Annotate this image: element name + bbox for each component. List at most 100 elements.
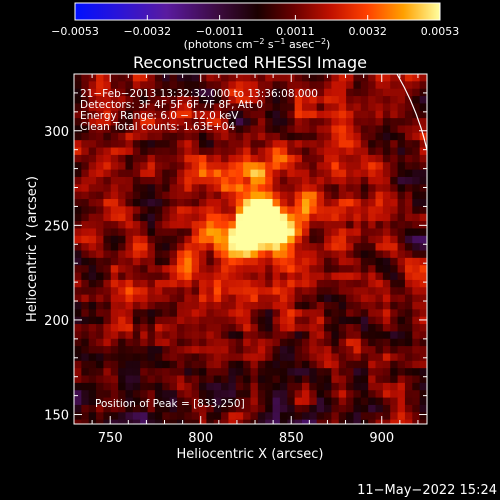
heatmap-cell	[316, 125, 325, 134]
heatmap-cell	[74, 125, 82, 134]
heatmap-cell	[125, 309, 134, 318]
heatmap-cell	[162, 176, 171, 185]
heatmap-cell	[279, 257, 288, 266]
heatmap-cell	[103, 154, 112, 163]
heatmap-cell	[419, 125, 427, 134]
heatmap-cell	[88, 368, 97, 377]
heatmap-cell	[169, 272, 178, 281]
heatmap-cell	[390, 368, 399, 377]
heatmap-cell	[279, 213, 288, 222]
heatmap-cell	[103, 228, 112, 237]
heatmap-cell	[412, 360, 421, 369]
heatmap-cell	[353, 228, 362, 237]
heatmap-cell	[324, 110, 332, 119]
heatmap-cell	[412, 338, 421, 347]
heatmap-cell	[176, 316, 185, 325]
heatmap-cell	[404, 294, 413, 303]
heatmap-cell	[103, 404, 112, 413]
heatmap-cell	[147, 176, 156, 185]
heatmap-cell	[132, 103, 141, 112]
heatmap-cell	[213, 294, 222, 303]
heatmap-cell	[213, 390, 222, 399]
heatmap-cell	[250, 74, 259, 82]
heatmap-cell	[353, 147, 362, 156]
heatmap-cell	[103, 221, 112, 230]
heatmap-cell	[382, 221, 391, 230]
heatmap-cell	[154, 125, 163, 134]
heatmap-cell	[316, 338, 325, 347]
heatmap-cell	[125, 184, 134, 193]
heatmap-cell	[279, 228, 288, 237]
heatmap-cell	[412, 331, 421, 340]
heatmap-cell	[346, 316, 355, 325]
heatmap-cell	[375, 118, 384, 127]
heatmap-cell	[287, 309, 296, 318]
heatmap-cell	[360, 125, 369, 134]
heatmap-cell	[103, 243, 112, 252]
heatmap-cell	[257, 118, 266, 127]
heatmap-cell	[176, 213, 185, 222]
heatmap-cell	[162, 250, 171, 259]
heatmap-cell	[397, 81, 406, 90]
heatmap-cell	[147, 169, 156, 178]
heatmap-cell	[199, 243, 207, 252]
heatmap-cell	[397, 397, 406, 406]
heatmap-cell	[360, 228, 369, 237]
heatmap-cell	[88, 132, 97, 141]
heatmap-cell	[103, 382, 112, 391]
heatmap-cell	[74, 228, 82, 237]
heatmap-cell	[309, 250, 318, 259]
heatmap-cell	[184, 412, 193, 421]
heatmap-cell	[140, 110, 149, 119]
heatmap-cell	[390, 250, 399, 259]
heatmap-cell	[412, 199, 421, 207]
heatmap-cell	[412, 118, 421, 127]
heatmap-cell	[331, 353, 340, 362]
heatmap-cell	[81, 243, 90, 252]
heatmap-cell	[257, 147, 266, 156]
heatmap-cell	[103, 125, 112, 134]
heatmap-cell	[419, 140, 427, 149]
heatmap-cell	[324, 81, 332, 90]
heatmap-cell	[397, 360, 406, 369]
heatmap-cell	[265, 390, 274, 399]
heatmap-cell	[176, 191, 185, 200]
heatmap-cell	[213, 287, 222, 296]
heatmap-cell	[110, 324, 119, 332]
heatmap-cell	[221, 154, 230, 163]
heatmap-cell	[301, 404, 310, 413]
heatmap-cell	[279, 103, 288, 112]
heatmap-cell	[250, 103, 259, 112]
heatmap-cell	[235, 176, 244, 185]
heatmap-cell	[132, 257, 141, 266]
heatmap-cell	[265, 184, 274, 193]
heatmap-cell	[88, 243, 97, 252]
heatmap-cell	[390, 316, 399, 325]
heatmap-cell	[96, 132, 105, 141]
heatmap-cell	[169, 294, 178, 303]
heatmap-cell	[331, 338, 340, 347]
heatmap-cell	[272, 176, 281, 185]
heatmap-cell	[331, 140, 340, 149]
heatmap-cell	[287, 250, 296, 259]
heatmap-cell	[162, 316, 171, 325]
heatmap-cell	[118, 279, 127, 288]
heatmap-cell	[96, 213, 105, 222]
heatmap-cell	[147, 397, 156, 406]
heatmap-cell	[257, 390, 266, 399]
heatmap-cell	[382, 301, 391, 310]
colorbar-ticks	[74, 15, 441, 20]
heatmap-cell	[184, 228, 193, 237]
heatmap-cell	[221, 125, 230, 134]
heatmap-cell	[265, 331, 274, 340]
heatmap-cell	[331, 147, 340, 156]
heatmap-cell	[184, 81, 193, 90]
heatmap-cell	[382, 265, 391, 274]
heatmap-cell	[132, 404, 141, 413]
heatmap-cell	[316, 228, 325, 237]
heatmap-cell	[221, 404, 230, 413]
heatmap-cell	[331, 287, 340, 296]
heatmap-cell	[213, 346, 222, 355]
heatmap-cell	[110, 419, 119, 424]
heatmap-cell	[96, 140, 105, 149]
